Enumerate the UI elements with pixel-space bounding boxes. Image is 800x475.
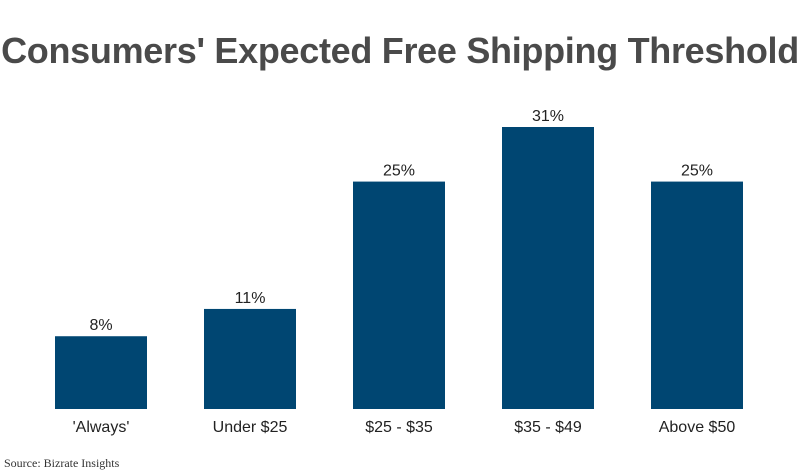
bar — [353, 181, 445, 409]
bar — [204, 308, 296, 409]
data-label: 25% — [383, 163, 415, 180]
bar — [55, 336, 147, 409]
category-label: $35 - $49 — [514, 419, 582, 436]
data-label: 11% — [235, 290, 266, 307]
bars-group — [55, 127, 743, 409]
bar — [651, 181, 743, 409]
category-label: 'Always' — [73, 419, 130, 436]
data-label: 31% — [532, 108, 564, 125]
category-labels-group: 'Always' Under $25 $25 - $35 $35 - $49 Above… — [73, 419, 736, 436]
category-label: Above $50 — [659, 419, 736, 436]
category-label: Under $25 — [213, 419, 288, 436]
data-label: 25% — [681, 163, 713, 180]
category-label: $25 - $35 — [365, 419, 433, 436]
chart-title: Consumers' Expected Free Shipping Thresh… — [1, 30, 799, 71]
bar — [502, 127, 594, 409]
data-label: 8% — [89, 317, 112, 334]
source-note: Source: Bizrate Insights — [4, 456, 120, 470]
value-labels-group: 8% 11% 25% 31% 25% — [89, 108, 713, 334]
